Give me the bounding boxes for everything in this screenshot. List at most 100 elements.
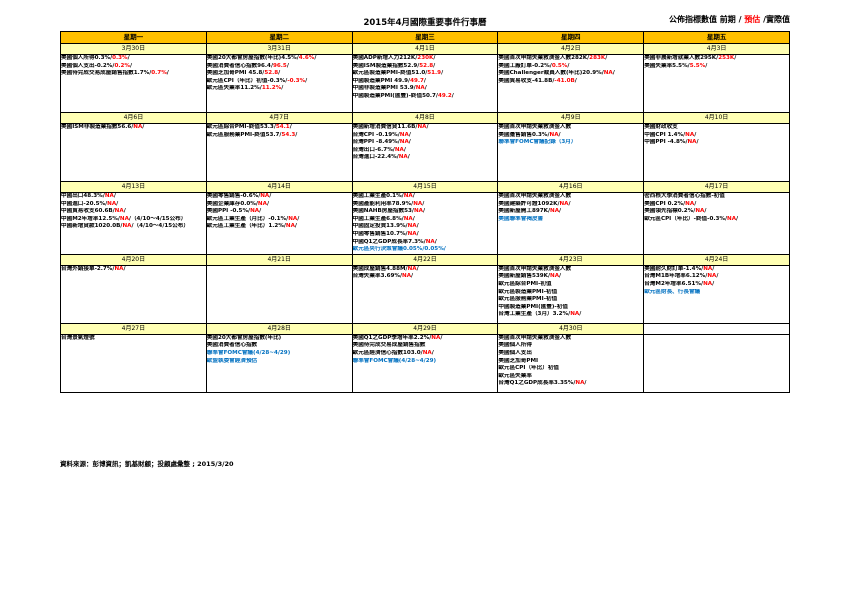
day-date-header[interactable]: 4月3日 bbox=[643, 43, 790, 55]
dow-header-wed: 星期三 bbox=[351, 31, 499, 44]
calendar-event: 美國NAHB房屋指數53/NA/ bbox=[353, 208, 498, 216]
day-events-cell[interactable]: 美國工業生產0.1%/NA/美國產能利用率78.9%/NA/美國NAHB房屋指數… bbox=[351, 192, 499, 255]
day-date-header[interactable]: 4月21日 bbox=[205, 253, 353, 266]
calendar-event: 歐元區製造業PMI-初值 bbox=[498, 289, 643, 297]
event-label: 聯準會FOMC會議(4/28~4/29) bbox=[206, 349, 291, 356]
day-date-header[interactable]: 4月27日 bbox=[60, 322, 207, 335]
day-date-header[interactable]: 4月15日 bbox=[351, 181, 499, 193]
event-label: 台灣外銷接單-2.7%/ bbox=[61, 265, 115, 272]
event-suffix: / bbox=[694, 131, 697, 138]
day-events-cell[interactable]: 美國ISM非製造業指數56.6/NA/ bbox=[60, 123, 207, 182]
day-date-header[interactable]: 4月22日 bbox=[351, 253, 499, 266]
calendar-event: 美國個人支出-0.2%/0.2%/ bbox=[61, 63, 206, 71]
day-events-cell[interactable] bbox=[205, 264, 353, 324]
event-estimate-value: NA bbox=[603, 70, 613, 77]
event-estimate-value: NA bbox=[402, 273, 412, 280]
day-events-cell[interactable]: 美國零售銷售-0.6%/NA/美國企業庫存0.0%/NA/美國PPI -0.5%… bbox=[205, 192, 353, 255]
day-date-header[interactable]: 4月8日 bbox=[351, 112, 499, 124]
event-label: 歐元區失業率11.2%/ bbox=[206, 85, 262, 92]
day-date-header[interactable]: 4月2日 bbox=[497, 43, 645, 55]
day-events-cell bbox=[643, 333, 790, 393]
day-date-header[interactable]: 4月1日 bbox=[351, 43, 499, 55]
event-estimate-value: NA bbox=[422, 349, 432, 356]
event-estimate-value: NA bbox=[104, 193, 114, 199]
day-date-header[interactable]: 4月9日 bbox=[497, 112, 645, 124]
day-events-cell[interactable]: 美國20大都會房屋指數(年比) 美國消費者信心指數 聯準會FOMC會議(4/28~4… bbox=[205, 333, 353, 393]
day-events-cell[interactable]: 台灣外銷接單-2.7%/NA/ bbox=[60, 264, 207, 324]
day-events-cell[interactable]: 美國成屋銷售4.88M/NA/台灣失業率3.69%/NA/ bbox=[351, 264, 499, 324]
day-events-cell[interactable]: 美國Q1之GDP季增年率2.2%/NA/美國待完成交易成屋銷售指數 歐元區經濟信心… bbox=[351, 333, 499, 393]
day-date-header[interactable]: 4月24日 bbox=[643, 253, 790, 266]
event-label: 中國工業生產6.8%/ bbox=[352, 215, 404, 222]
calendar-event: 聯準會FOMC會議(4/28~4/29) bbox=[353, 358, 498, 366]
events-row: 美國ISM非製造業指數56.6/NA/歐元區綜合PMI-終值53.3/54.1/… bbox=[60, 123, 790, 182]
calendar-event: 中國非製造業PMI 53.9/NA/ bbox=[353, 85, 498, 93]
day-events-cell[interactable]: 美國首次申請失業救濟金人數 美國建築許可證1092K/NA/美國新屋開工897K/… bbox=[497, 192, 645, 255]
events-row: 美國個人所得0.3%/0.3%/美國個人支出-0.2%/0.2%/美國待完成交易… bbox=[60, 54, 790, 113]
event-suffix: / bbox=[567, 62, 570, 69]
day-date-header[interactable]: 4月23日 bbox=[497, 253, 645, 266]
calendar-event: 美國貿易收支-41.8B/-41.0B/ bbox=[498, 78, 643, 86]
day-events-cell[interactable]: 美國20大都會房屋指數(年比)4.5%/4.6%/美國消費者信心指數96.4/9… bbox=[205, 54, 353, 113]
event-label: 美國聯準會褐皮書 bbox=[498, 215, 544, 222]
event-label: 聯準會FOMC會議(4/28~4/29) bbox=[352, 357, 437, 364]
event-suffix: / bbox=[278, 70, 281, 77]
day-events-cell[interactable]: 美國財政收支 中國CPI 1.4%/NA/中國PPI -4.8%/NA/ bbox=[643, 123, 790, 182]
calendar-event: 密西根大學消費者信心指數-初值 bbox=[644, 193, 789, 201]
event-label: 美國耐久財訂單-1.4%/ bbox=[644, 265, 704, 272]
day-date-header[interactable]: 4月6日 bbox=[60, 112, 207, 124]
event-estimate-value: NA bbox=[727, 215, 737, 222]
day-events-cell[interactable]: 密西根大學消費者信心指數-初值 美國CPI 0.2%/NA/美國領先指標0.2%/… bbox=[643, 192, 790, 255]
day-events-cell[interactable]: 美國耐久財訂單-1.4%/NA/台灣M1B年增率6.12%/NA/台灣M2年增率… bbox=[643, 264, 790, 324]
day-date-header[interactable]: 3月31日 bbox=[205, 43, 353, 55]
dow-header-mon: 星期一 bbox=[60, 31, 207, 44]
event-label: 美國20大都會房屋指數(年比)4.5%/ bbox=[206, 55, 299, 61]
calendar-event: 歐元區綜合PMI-終值53.3/54.1/ bbox=[207, 124, 352, 132]
event-estimate-value: 0.3% bbox=[112, 55, 128, 61]
event-estimate-value: NA bbox=[399, 131, 409, 138]
day-date-header[interactable]: 4月29日 bbox=[351, 322, 499, 335]
day-events-cell[interactable]: 美國非農新增就業人數295K/253K/美國失業率5.5%/5.5%/ bbox=[643, 54, 790, 113]
event-label: 中國新增貸款1020.0B/ bbox=[61, 223, 123, 230]
day-events-cell[interactable]: 台灣景氣燈號 bbox=[60, 333, 207, 393]
calendar-event: 台灣Q1之GDP成長率3.35%/NA/ bbox=[498, 380, 643, 388]
day-events-cell[interactable]: 歐元區綜合PMI-終值53.3/54.1/歐元區服務業PMI-終值53.7/54… bbox=[205, 123, 353, 182]
event-label: 歐元區財長、行長會議 bbox=[644, 288, 701, 295]
day-events-cell[interactable]: 美國首次申請失業救濟金人數 美國個人所得 美國個人支出 美國芝加哥PMI 歐元區CPI（… bbox=[497, 333, 645, 393]
calendar-event: 美國芝加哥PMI bbox=[498, 358, 643, 366]
event-suffix: / bbox=[441, 70, 444, 77]
day-date-header[interactable]: 4月16日 bbox=[497, 181, 645, 193]
day-events-cell[interactable]: 美國個人所得0.3%/0.3%/美國個人支出-0.2%/0.2%/美國待完成交易… bbox=[60, 54, 207, 113]
day-events-cell[interactable]: 美國新增消費信貸11.6B/NA/台灣CPI -0.19%/NA/台灣PPI -… bbox=[351, 123, 499, 182]
event-suffix: / bbox=[269, 193, 272, 199]
day-events-cell[interactable]: 美國ADP新增人力212K/230K/美國ISM製造業指數52.9/52.8/歐… bbox=[351, 54, 499, 113]
day-date-header[interactable]: 4月7日 bbox=[205, 112, 353, 124]
day-date-header[interactable]: 4月13日 bbox=[60, 181, 207, 193]
calendar-event: 美國產能利用率78.9%/NA/ bbox=[353, 201, 498, 209]
day-events-cell[interactable]: 中國出口48.3%/NA/中國進口-20.5%/NA/中國貿易收支60.6B/N… bbox=[60, 192, 207, 255]
event-suffix: / bbox=[568, 200, 571, 207]
day-events-cell[interactable]: 美國首次申請失業救濟金人數 美國新屋銷售539K/NA/歐元區綜合PMI-初值 歐元… bbox=[497, 264, 645, 324]
day-date-header[interactable]: 3月30日 bbox=[60, 43, 207, 55]
event-suffix: / bbox=[612, 70, 615, 77]
event-suffix: / bbox=[407, 154, 410, 161]
event-suffix: / bbox=[166, 70, 169, 77]
day-date-header[interactable]: 4月10日 bbox=[643, 112, 790, 124]
event-label: 美國工廠訂單-0.2%/ bbox=[498, 62, 552, 69]
day-date-header[interactable]: 4月20日 bbox=[60, 253, 207, 266]
event-suffix: / bbox=[129, 62, 133, 69]
event-label: 歐元區服務業PMI-終值53.7/ bbox=[206, 131, 282, 138]
event-estimate-value: NA bbox=[260, 193, 270, 199]
event-estimate-value: 0.7% bbox=[151, 70, 167, 77]
event-estimate-value: NA bbox=[122, 223, 132, 230]
event-estimate-value: NA bbox=[288, 215, 298, 222]
day-date-header[interactable]: 4月28日 bbox=[205, 322, 353, 335]
calendar-event: 美國財政收支 bbox=[644, 124, 789, 132]
day-date-header[interactable]: 4月30日 bbox=[497, 322, 645, 335]
day-date-header[interactable]: 4月14日 bbox=[205, 181, 353, 193]
day-events-cell[interactable]: 美國首次申請失業救濟金人數282K/283K/美國工廠訂單-0.2%/0.5%/… bbox=[497, 54, 645, 113]
day-date-header[interactable]: 4月17日 bbox=[643, 181, 790, 193]
event-estimate-value: -0.3% bbox=[287, 77, 306, 84]
event-estimate-value: NA bbox=[250, 208, 260, 215]
day-events-cell[interactable]: 美國首次申請失業救濟金人數 美國躉售銷售0.3%/NA/聯準會FOMC會議記錄（3… bbox=[497, 123, 645, 182]
